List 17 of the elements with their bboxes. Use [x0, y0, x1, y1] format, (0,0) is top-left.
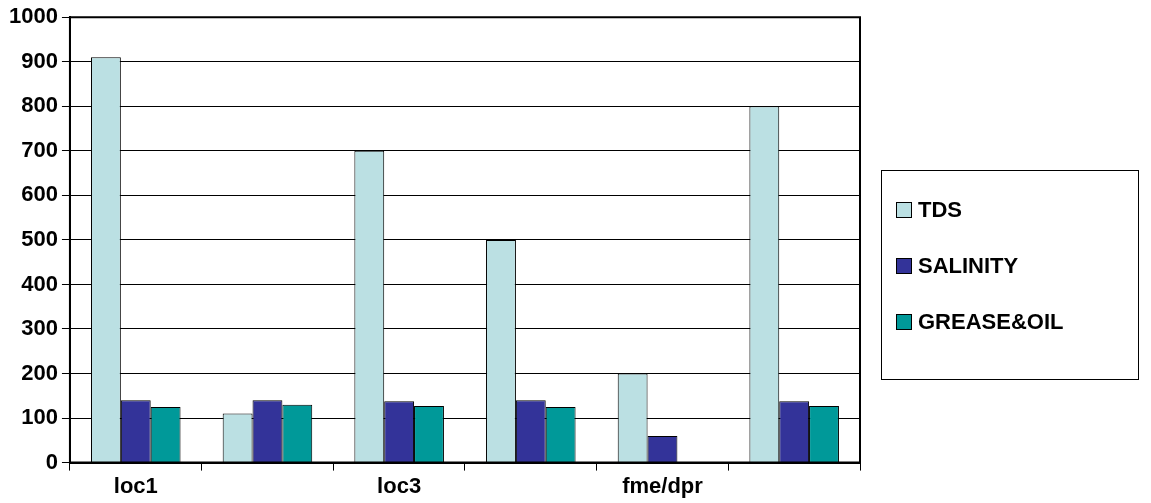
y-tick-label: 600 — [21, 181, 58, 207]
legend-label: GREASE&OIL — [918, 309, 1064, 335]
y-tick-label: 500 — [21, 225, 58, 251]
y-tick-label: 100 — [21, 404, 58, 430]
y-tick-label: 400 — [21, 270, 58, 296]
y-tick-label: 300 — [21, 315, 58, 341]
legend-label: SALINITY — [918, 253, 1019, 279]
x-tick-label: fme/dpr — [622, 472, 704, 498]
y-tick-label: 800 — [21, 92, 58, 118]
legend-label: TDS — [918, 197, 962, 223]
y-tick-label: 1000 — [8, 3, 58, 29]
x-tick-label: loc1 — [113, 472, 158, 498]
x-tick-label: loc3 — [377, 472, 422, 498]
y-tick-label: 0 — [45, 448, 58, 474]
y-tick-label: 700 — [21, 136, 58, 162]
y-tick-label: 200 — [21, 359, 58, 385]
y-tick-label: 900 — [21, 47, 58, 73]
